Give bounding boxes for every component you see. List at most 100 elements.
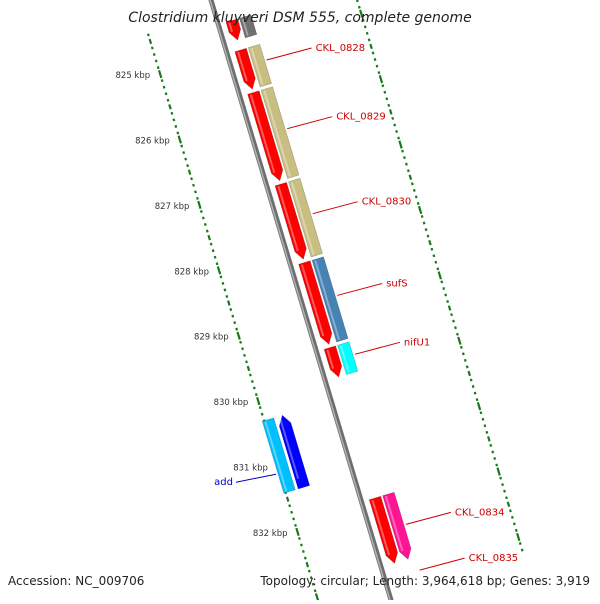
gene-feature [382,491,412,560]
ruler-tick-right [442,286,446,290]
ruler-tick-right [356,0,359,3]
gene-feature-highlight [263,90,291,177]
ruler-tick-left [177,135,182,144]
ruler-tick-right [385,97,389,101]
leader-line [266,47,312,61]
ruler-tick-right [371,51,375,55]
ruler-tick-right [463,358,467,362]
ruler-tick-right [422,221,426,225]
ruler-tick-left [309,576,313,580]
ruler-tick-right [506,501,511,507]
ruler-tick-right [440,280,444,284]
gene-label: CKL_0830 [362,197,412,208]
ruler-tick-left [150,46,154,50]
ruler-tick-right [452,319,455,323]
gene-feature-highlight [300,264,325,337]
leader-line [419,557,465,571]
gene-feature-highlight [339,345,350,373]
ruler-tick-left [176,131,180,135]
ruler-tick-right [424,228,428,232]
ruler-tick-left [223,288,227,292]
ruler-tick-left [221,281,225,285]
topology-text: Topology: circular; Length: 3,964,618 bp… [260,574,590,588]
ruler-tick-right [456,332,459,336]
ruler-tick-left [190,177,193,181]
ruler-tick-left [215,262,219,266]
ruler-tick-right [493,456,497,461]
ruler-tick-left [154,59,158,63]
ruler-tick-left [246,365,251,372]
leader-line [405,511,452,525]
ruler-tick-right [365,31,369,35]
ruler-tick-left [172,118,176,122]
ruler-tick-right [405,162,408,166]
gene-feature-highlight [278,417,300,480]
gene-feature-highlight [250,47,264,86]
ruler-tick-left [229,308,233,312]
ruler-tick-label: 825 kbp [116,71,151,81]
gene-feature [260,86,300,179]
ruler-tick-right [395,129,399,134]
ruler-tick-left [233,321,237,325]
ruler-tick-right [465,365,469,369]
ruler-tick-right [417,205,423,215]
ruler-tick-left [157,69,163,79]
ruler-tick-right [512,522,516,526]
ruler-tick-right [357,5,361,9]
ruler-tick-right [503,489,506,493]
ruler-tick-right [496,467,501,476]
ruler-tick-right [481,417,485,421]
gene-feature [239,14,258,39]
ruler-tick-label: 827 kbp [155,202,190,212]
leader-line [312,201,358,215]
ruler-tick-right [514,528,518,532]
ruler-tick-left [205,229,209,233]
ruler-tick-left [156,66,160,70]
gene-feature [279,414,311,490]
gene-label: CKL_0828 [316,43,366,54]
gene-feature [247,43,272,88]
ruler-tick-left [231,314,235,318]
ruler-tick-left [197,200,202,210]
ruler-tick-left [182,151,186,155]
ruler-tick-left [152,52,156,57]
gene-feature [288,177,323,258]
ruler-tick-right [428,239,432,246]
ruler-tick-right [457,336,462,345]
ruler-tick-right [387,103,391,107]
ruler-tick-label: 826 kbp [135,137,170,147]
ruler-tick-right [437,271,442,280]
ruler-tick-left [258,406,262,410]
accession-text: Accession: NC_009706 [8,574,145,588]
ruler-tick-right [473,391,477,395]
ruler-tick-right [403,156,406,160]
ruler-tick-right [406,169,410,173]
ruler-tick-left [186,164,190,168]
ruler-tick-right [520,548,524,552]
ruler-tick-right [446,300,450,304]
map-title: Clostridium kluyveri DSM 555, complete g… [128,10,472,26]
ruler-tick-right [383,90,387,94]
ruler-tick-left [288,504,292,508]
ruler-tick-right [426,234,430,238]
ruler-tick-right [501,483,504,487]
ruler-tick-right [447,305,452,311]
gene-feature-highlight [264,421,288,492]
ruler-tick-right [412,188,416,192]
ruler-tick-right [375,64,379,68]
ruler-tick-left [148,38,153,45]
ruler-tick-right [479,411,483,415]
gene-feature [225,18,241,41]
ruler-tick-right [381,84,385,88]
ruler-tick-left [227,300,231,306]
ruler-tick-left [196,196,199,200]
leader-line [235,473,277,483]
ruler-tick-right [361,18,365,22]
gene-label: sufS [386,278,407,289]
ruler-tick-left [194,190,197,194]
gene-label: CKL_0835 [469,553,519,564]
ruler-tick-left [209,242,213,246]
ruler-tick-label: 828 kbp [174,267,209,277]
ruler-tick-right [510,515,514,519]
ruler-tick-left [300,543,303,547]
